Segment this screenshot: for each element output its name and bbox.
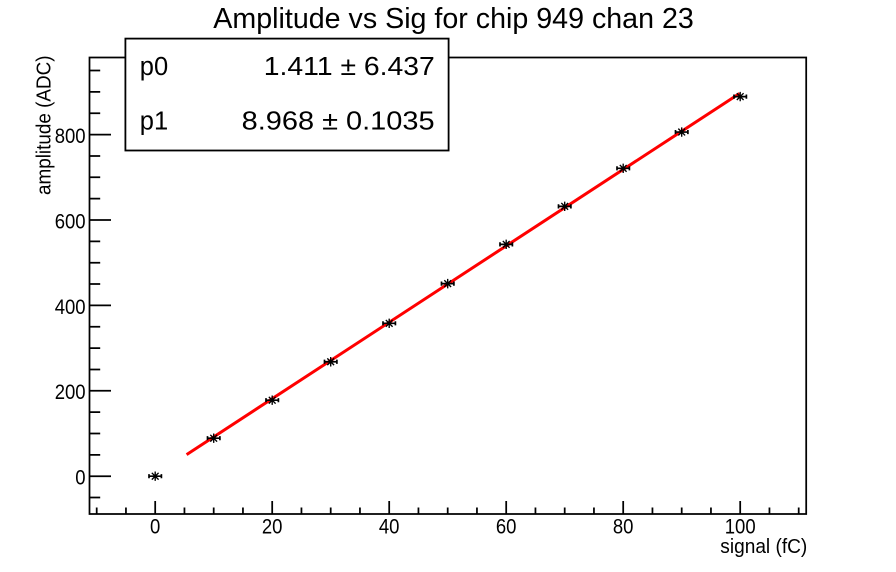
svg-text:20: 20 <box>262 516 283 539</box>
svg-text:60: 60 <box>496 516 517 539</box>
svg-text:0: 0 <box>75 467 85 490</box>
svg-text:0: 0 <box>150 516 160 539</box>
svg-text:200: 200 <box>55 381 86 404</box>
svg-text:40: 40 <box>379 516 400 539</box>
svg-text:signal (fC): signal (fC) <box>720 535 807 558</box>
svg-text:600: 600 <box>55 210 86 233</box>
svg-text:p0: p0 <box>140 53 168 81</box>
svg-text:100: 100 <box>725 516 756 539</box>
svg-text:400: 400 <box>55 296 86 319</box>
svg-text:800: 800 <box>55 125 86 148</box>
svg-text:amplitude (ADC): amplitude (ADC) <box>32 56 55 196</box>
svg-text:p1: p1 <box>140 108 168 136</box>
svg-text:Amplitude vs Sig for chip 949: Amplitude vs Sig for chip 949 chan 23 <box>213 3 694 35</box>
svg-text:1.411 ± 6.437: 1.411 ± 6.437 <box>264 53 435 81</box>
svg-text:8.968 ± 0.1035: 8.968 ± 0.1035 <box>242 108 435 136</box>
svg-text:80: 80 <box>613 516 634 539</box>
